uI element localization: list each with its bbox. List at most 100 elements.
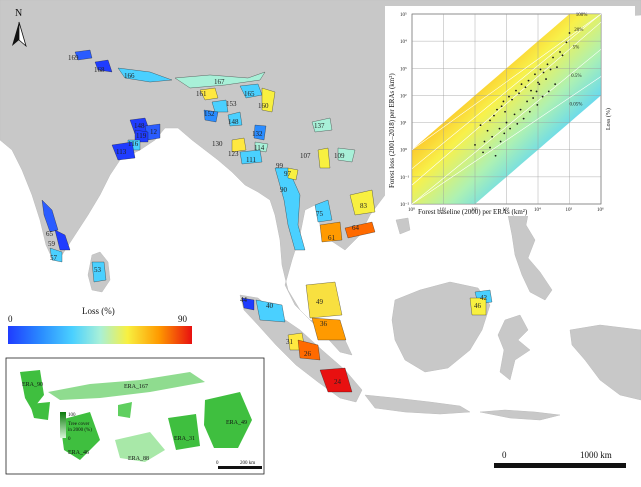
inset-label-era-167: ERA_167 xyxy=(124,384,148,390)
x-tick-label: 10³ xyxy=(503,207,510,213)
scatter-point xyxy=(515,89,517,92)
era-65-patch xyxy=(41,199,59,233)
era-label-31: 31 xyxy=(286,338,294,346)
era-label-57: 57 xyxy=(50,254,58,262)
tree-cover-ramp xyxy=(60,412,66,438)
era-49-patch xyxy=(305,281,343,319)
chart-ylabel: Forest loss (2001–2018) per ERAs (km²) xyxy=(388,73,396,188)
era-24-patch xyxy=(319,367,353,393)
era-113-patch xyxy=(111,141,136,161)
x-tick-label: 10⁵ xyxy=(566,207,573,213)
era-label-111: 111 xyxy=(246,156,256,164)
era-label-153: 153 xyxy=(226,100,237,108)
loss-line-label: 0.05% xyxy=(570,103,583,108)
tree-cover-min: 0 xyxy=(68,437,71,442)
inset-label-era-88: ERA_88 xyxy=(128,456,149,462)
scatter-point xyxy=(549,68,552,71)
era-83-patch xyxy=(349,189,376,216)
inset-era-46-shape xyxy=(60,412,100,460)
legend-max-label: 90 xyxy=(178,314,188,324)
scatter-point xyxy=(530,89,532,92)
era-167-patch xyxy=(174,71,266,89)
scatter-point xyxy=(503,132,506,135)
inset-map: 100 0 Tree cover in 2000 (%) ERA_90 ERA_… xyxy=(5,357,265,475)
chart-loss-axis-label: Loss (%) xyxy=(605,108,612,130)
era-26-patch xyxy=(297,339,321,361)
era-148a-patch xyxy=(227,111,243,127)
era-114-patch xyxy=(254,141,269,153)
scatter-point xyxy=(542,71,545,74)
era-160-patch xyxy=(261,87,276,113)
era-label-83: 83 xyxy=(360,202,368,210)
era-label-168: 168 xyxy=(94,66,105,74)
inset-era-88-shape xyxy=(115,432,165,462)
inset-label-era-90: ERA_90 xyxy=(22,382,43,388)
loss-legend: Loss (%) 0 90 xyxy=(8,306,192,344)
era-label-64: 64 xyxy=(352,224,360,232)
scatter-point xyxy=(486,129,489,132)
era-119-patch xyxy=(134,129,149,143)
y-tick-label: 10⁵ xyxy=(400,12,407,18)
scatter-point xyxy=(546,63,549,66)
scatter-point xyxy=(539,68,542,71)
land-sulawesi xyxy=(497,314,531,381)
era-label-61: 61 xyxy=(328,234,336,242)
era-label-26: 26 xyxy=(304,350,312,358)
north-arrow-icon: N xyxy=(12,8,27,48)
inset-label-era-49: ERA_49 xyxy=(226,420,247,426)
y-tick-label: 10⁴ xyxy=(400,39,407,45)
era-label-36: 36 xyxy=(320,320,328,328)
inset-era-49-shape xyxy=(204,392,252,448)
scatter-point xyxy=(526,100,528,103)
era-label-90: 90 xyxy=(280,186,288,194)
scatter-point xyxy=(541,95,544,98)
scatter-point xyxy=(520,83,523,86)
scatter-point xyxy=(528,110,531,113)
tree-cover-label-1: Tree cover xyxy=(68,422,90,427)
loss-line xyxy=(411,76,602,205)
scatter-point xyxy=(534,73,536,76)
era-137-patch xyxy=(311,117,333,133)
loss-line-label: 5% xyxy=(573,46,580,51)
main-scalebar: 0 1000 km xyxy=(494,450,626,468)
land-lesser-sunda xyxy=(479,409,561,421)
era-labels: 169 168 166 167 165 161 153 160 152 148 … xyxy=(46,54,488,386)
era-label-167: 167 xyxy=(214,78,225,86)
x-tick-label: 10² xyxy=(471,207,478,213)
scatter-point xyxy=(561,54,564,57)
scatter-point xyxy=(532,97,535,99)
era-36-patch xyxy=(311,317,347,341)
inset-era-31-shape xyxy=(168,414,200,450)
era-label-75: 75 xyxy=(316,210,324,218)
loss-line-label: 20% xyxy=(574,28,583,33)
era-label-42: 42 xyxy=(480,294,488,302)
scatter-point xyxy=(496,108,498,111)
era-168-patch xyxy=(94,59,113,73)
scatter-point xyxy=(547,90,550,93)
era-40-patch xyxy=(255,299,286,323)
main-scalebar-end: 1000 km xyxy=(580,450,612,460)
scatter-point xyxy=(554,83,557,86)
era-label-49: 49 xyxy=(316,298,324,306)
era-153-patch xyxy=(211,99,229,113)
scatter-point xyxy=(511,98,513,101)
era-label-46: 46 xyxy=(474,302,482,310)
scatter-point xyxy=(479,124,482,127)
legend-color-ramp xyxy=(8,326,192,344)
era-97-patch xyxy=(287,167,299,181)
scatter-point xyxy=(483,140,486,143)
era-label-161: 161 xyxy=(196,90,207,98)
era-label-44: 44 xyxy=(240,296,248,304)
scatter-point xyxy=(536,103,539,106)
loss-line xyxy=(411,13,602,169)
era-label-53: 53 xyxy=(94,266,102,274)
era-label-109: 109 xyxy=(334,152,345,160)
scatter-point xyxy=(498,127,501,130)
era-label-148a: 148 xyxy=(228,118,239,126)
scatter-point xyxy=(508,95,510,98)
chart-xlabel: Forest baseline (2000) per ERAs (km²) xyxy=(418,208,528,216)
north-arrow-label: N xyxy=(15,8,22,19)
era-123-patch xyxy=(231,137,247,153)
era-109-patch xyxy=(337,147,356,163)
